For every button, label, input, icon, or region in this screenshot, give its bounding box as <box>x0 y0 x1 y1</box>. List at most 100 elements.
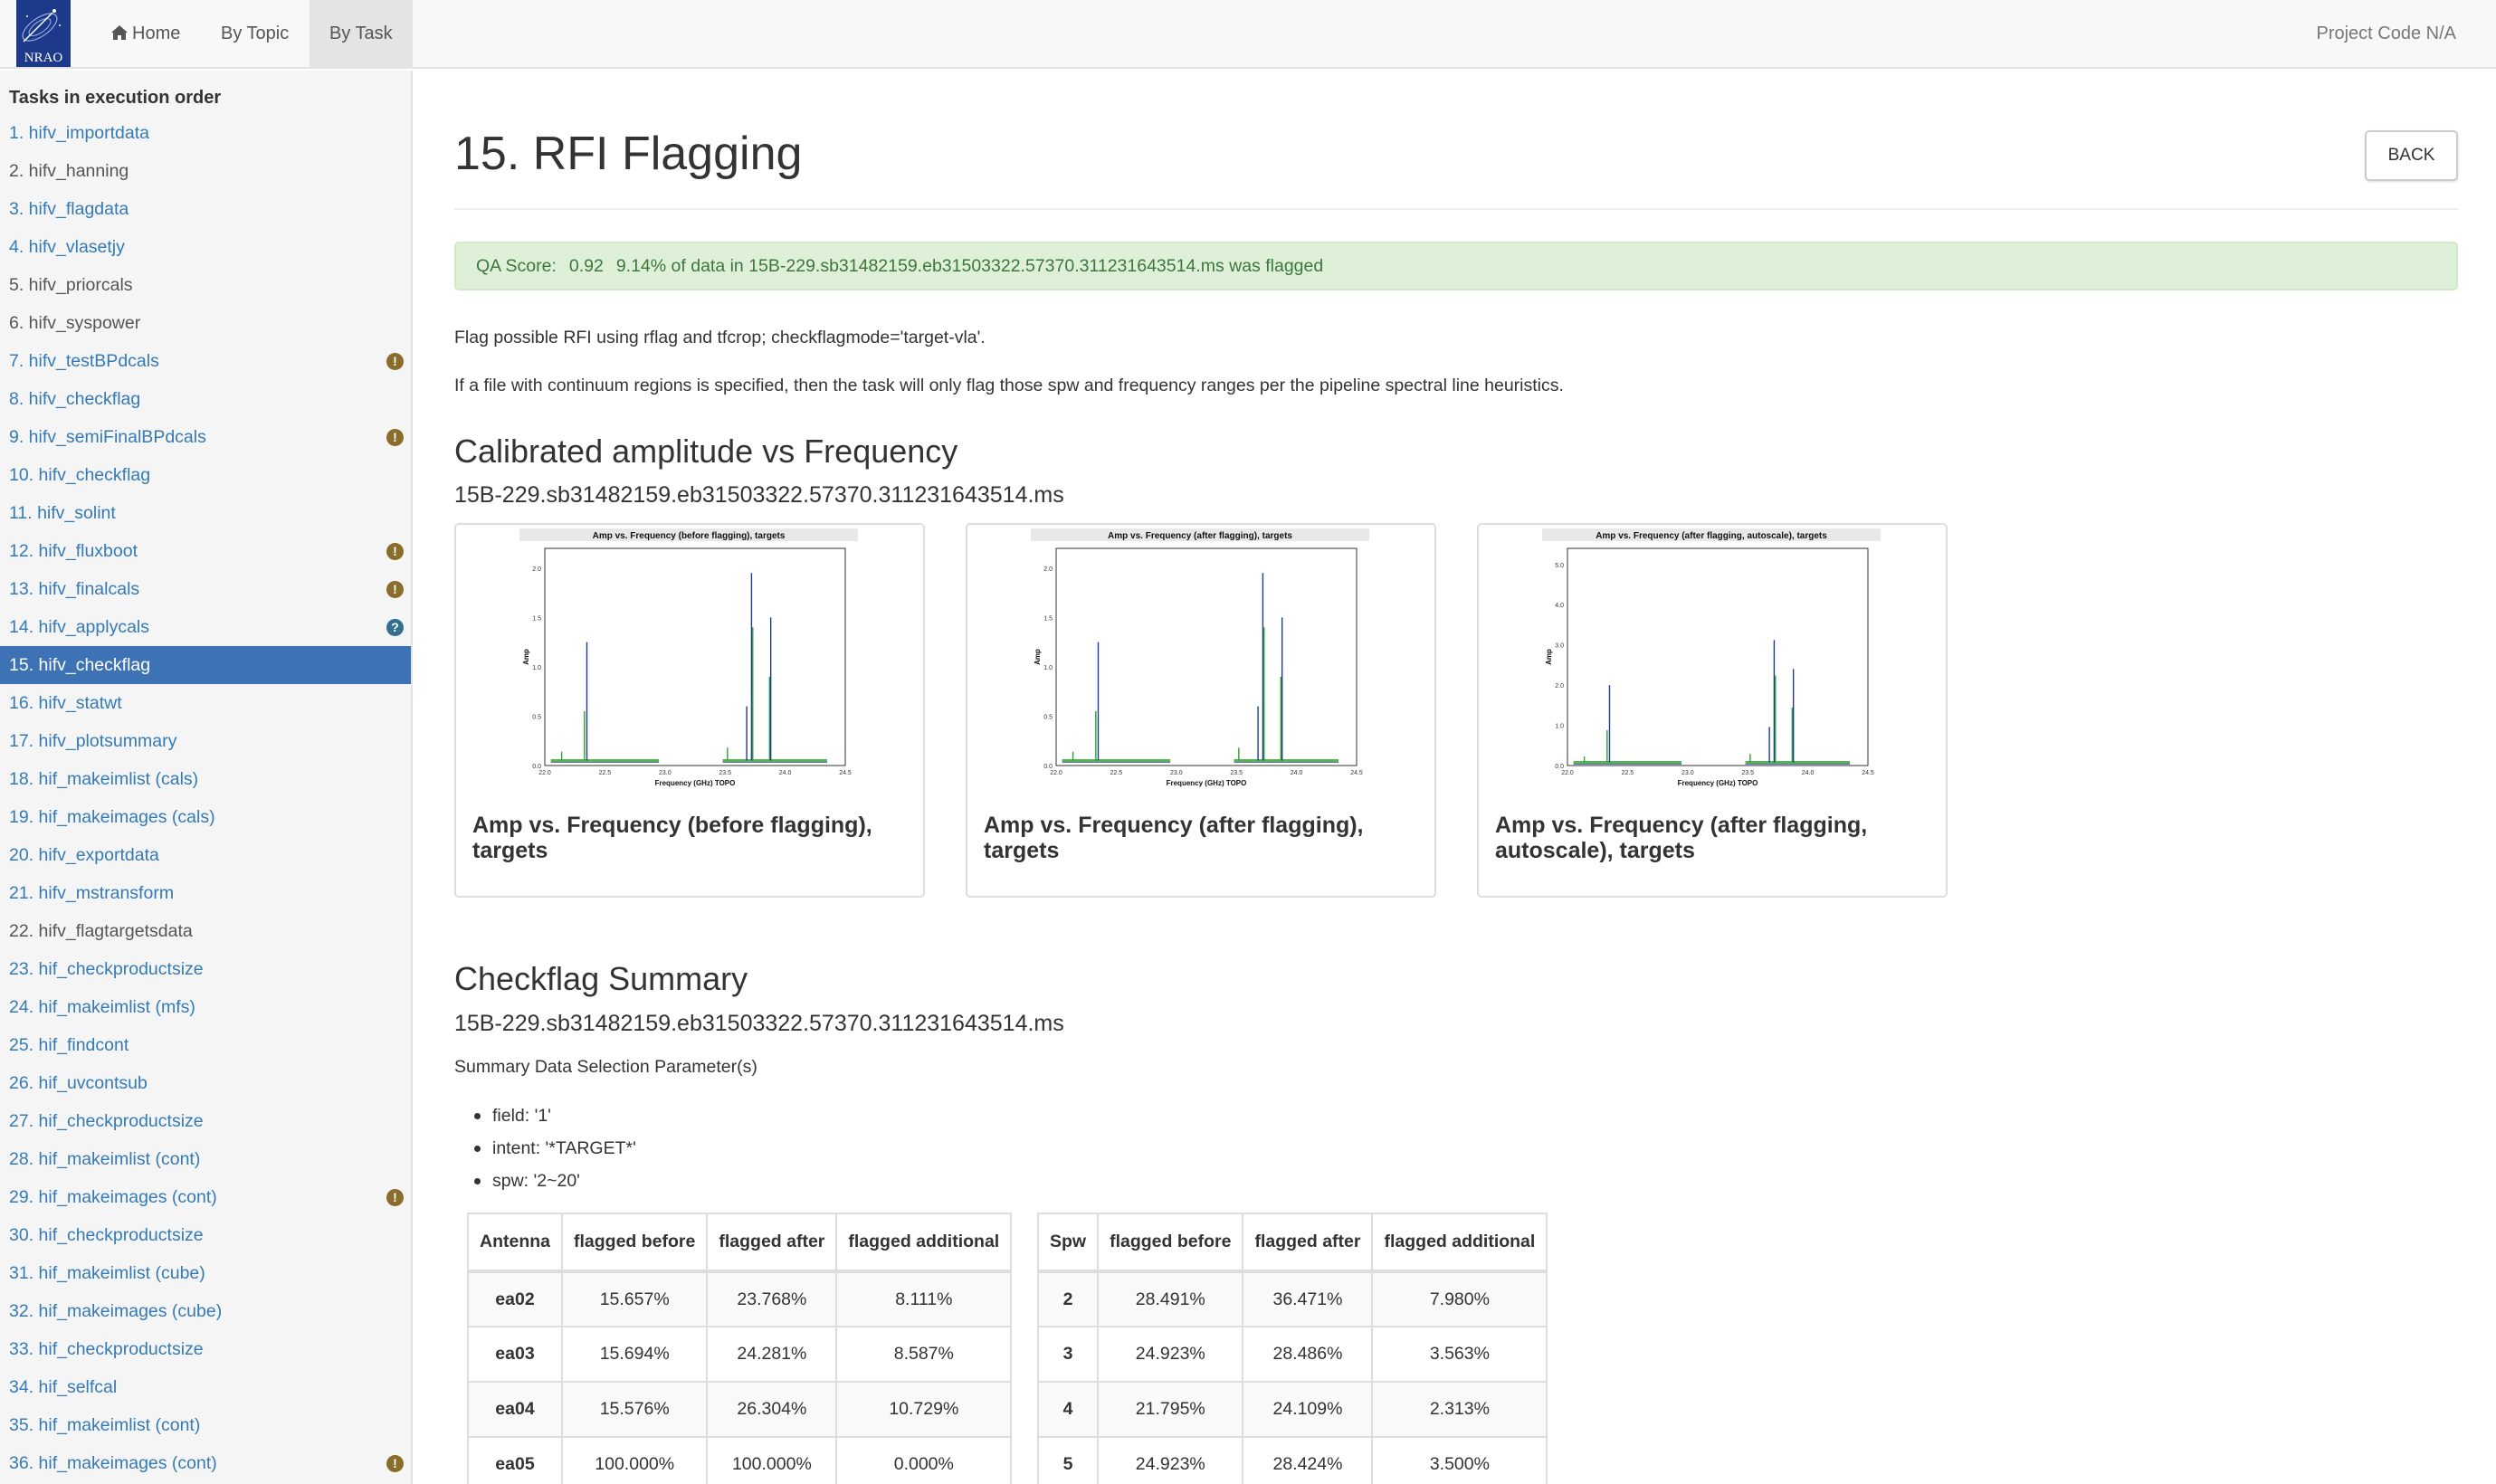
x-tick-label: 23.5 <box>719 770 731 776</box>
sidebar-task-item[interactable]: 4. hifv_vlasetjy <box>0 228 411 266</box>
row-key-cell: ea04 <box>467 1381 563 1438</box>
title-divider <box>454 208 2458 210</box>
sidebar-task-item[interactable]: 8. hifv_checkflag <box>0 380 411 418</box>
sidebar-task-item[interactable]: 35. hif_makeimlist (cont) <box>0 1406 411 1444</box>
nrao-logo[interactable]: NRAO <box>16 0 71 67</box>
sidebar-task-item[interactable]: 10. hifv_checkflag <box>0 456 411 494</box>
plot-title: Amp vs. Frequency (after flagging), targ… <box>1108 531 1292 541</box>
table-cell: 3.500% <box>1371 1436 1548 1484</box>
x-tick-label: 22.5 <box>1622 770 1634 776</box>
x-tick-label: 24.5 <box>1350 770 1363 776</box>
sidebar-task-label: 23. hif_checkproductsize <box>9 959 204 979</box>
svg-text:NRAO: NRAO <box>24 51 63 65</box>
sidebar-task-label: 16. hifv_statwt <box>9 693 122 713</box>
sidebar-task-item[interactable]: 24. hif_makeimlist (mfs) <box>0 988 411 1026</box>
table-row: 2 28.491% 36.471% 7.980% <box>1036 1270 1548 1327</box>
sidebar-task-label: 18. hif_makeimlist (cals) <box>9 769 199 789</box>
sidebar-task-item[interactable]: 1. hifv_importdata <box>0 114 411 152</box>
sidebar-task-item[interactable]: 23. hif_checkproductsize <box>0 950 411 988</box>
sidebar-task-item[interactable]: 12. hifv_fluxboot! <box>0 532 411 570</box>
column-header: flagged before <box>560 1213 709 1273</box>
sidebar-task-item[interactable]: 9. hifv_semiFinalBPdcals! <box>0 418 411 456</box>
sidebar-task-item[interactable]: 28. hif_makeimlist (cont) <box>0 1140 411 1178</box>
sidebar-task-item[interactable]: 17. hifv_plotsummary <box>0 722 411 760</box>
sidebar-task-item[interactable]: 19. hif_makeimages (cals) <box>0 798 411 836</box>
y-tick-label: 0.5 <box>1043 714 1053 720</box>
sidebar-task-item[interactable]: 16. hifv_statwt <box>0 684 411 722</box>
row-key-cell: ea02 <box>467 1270 563 1327</box>
qa-score-alert: QA Score: 0.92 9.14% of data in 15B-229.sb… <box>454 242 2458 290</box>
y-tick-label: 0.5 <box>532 714 541 720</box>
sidebar-task-item[interactable]: 11. hifv_solint <box>0 494 411 532</box>
y-tick-label: 1.0 <box>532 665 541 671</box>
sidebar-task-item[interactable]: 7. hifv_testBPdcals! <box>0 342 411 380</box>
plot-title-bar <box>1031 528 1369 541</box>
x-tick-label: 23.5 <box>1230 770 1243 776</box>
sidebar-task-item[interactable]: 22. hifv_flagtargetsdata <box>0 912 411 950</box>
sidebar-task-label: 31. hif_makeimlist (cube) <box>9 1263 205 1283</box>
sidebar-task-item[interactable]: 33. hif_checkproductsize <box>0 1330 411 1368</box>
sidebar-task-item[interactable]: 14. hifv_applycals? <box>0 608 411 646</box>
summary-ms-name: 15B-229.sb31482159.eb31503322.57370.3112… <box>454 1011 1064 1036</box>
plots-ms-name: 15B-229.sb31482159.eb31503322.57370.3112… <box>454 482 1064 508</box>
sidebar-task-item[interactable]: 13. hifv_finalcals! <box>0 570 411 608</box>
x-tick-label: 22.5 <box>1110 770 1123 776</box>
sidebar-task-item[interactable]: 20. hifv_exportdata <box>0 836 411 874</box>
sidebar-task-item[interactable]: 31. hif_makeimlist (cube) <box>0 1254 411 1292</box>
sidebar-task-label: 10. hifv_checkflag <box>9 465 151 485</box>
sidebar-task-label: 12. hifv_fluxboot <box>9 541 138 561</box>
plot-thumbnail-before[interactable]: Amp vs. Frequency (before flagging), tar… <box>454 523 925 898</box>
selection-param-intent: intent: '*TARGET*' <box>467 1132 636 1165</box>
sidebar-task-label: 24. hif_makeimlist (mfs) <box>9 997 195 1017</box>
sidebar-task-item[interactable]: 2. hifv_hanning <box>0 152 411 190</box>
task-description-continuum: If a file with continuum regions is spec… <box>454 376 1564 395</box>
sidebar-task-label: 29. hif_makeimages (cont) <box>9 1187 217 1207</box>
table-row: 4 21.795% 24.109% 2.313% <box>1036 1381 1548 1438</box>
sidebar-task-item[interactable]: 27. hif_checkproductsize <box>0 1102 411 1140</box>
table-cell: 24.923% <box>1097 1436 1244 1484</box>
sidebar-heading: Tasks in execution order <box>9 88 222 108</box>
nav-by-task-label: By Task <box>329 24 393 43</box>
sidebar-task-label: 28. hif_makeimlist (cont) <box>9 1149 201 1169</box>
table-cell: 26.304% <box>706 1381 838 1438</box>
selection-param-spw: spw: '2~20' <box>467 1165 636 1197</box>
table-header-row: Spw flagged before flagged after flagged ad… <box>1036 1213 1548 1273</box>
x-axis-label: Frequency (GHz) TOPO <box>1678 779 1758 787</box>
plot-background <box>1031 528 1369 789</box>
x-axis-label: Frequency (GHz) TOPO <box>655 779 736 787</box>
table-cell: 2.313% <box>1371 1381 1548 1438</box>
table-cell: 8.587% <box>835 1326 1013 1383</box>
table-cell: 15.694% <box>560 1326 709 1383</box>
back-button[interactable]: BACK <box>2365 130 2458 181</box>
sidebar-task-label: 26. hif_uvcontsub <box>9 1073 148 1093</box>
column-header: flagged after <box>1242 1213 1374 1273</box>
nav-by-task-link[interactable]: By Task <box>310 0 413 68</box>
sidebar-task-item[interactable]: 21. hifv_mstransform <box>0 874 411 912</box>
y-tick-label: 1.0 <box>1555 724 1564 730</box>
sidebar-task-item[interactable]: 36. hif_makeimages (cont)! <box>0 1444 411 1482</box>
home-icon <box>111 25 128 40</box>
sidebar-task-item[interactable]: 32. hif_makeimages (cube) <box>0 1292 411 1330</box>
nav-home-link[interactable]: Home <box>91 0 200 68</box>
sidebar-task-item[interactable]: 5. hifv_priorcals <box>0 266 411 304</box>
sidebar-task-item[interactable]: 18. hif_makeimlist (cals) <box>0 760 411 798</box>
row-key-cell: 3 <box>1036 1326 1100 1383</box>
sidebar-task-item[interactable]: 15. hifv_checkflag <box>0 646 411 684</box>
sidebar-task-item[interactable]: 3. hifv_flagdata <box>0 190 411 228</box>
table-row: 5 24.923% 28.424% 3.500% <box>1036 1436 1548 1484</box>
sidebar-task-item[interactable]: 29. hif_makeimages (cont)! <box>0 1178 411 1216</box>
nav-by-topic-link[interactable]: By Topic <box>201 0 309 68</box>
plot-thumbnail-after[interactable]: Amp vs. Frequency (after flagging), targ… <box>966 523 1436 898</box>
sidebar-task-label: 25. hif_findcont <box>9 1035 129 1055</box>
row-key-cell: 5 <box>1036 1436 1100 1484</box>
amp-vs-freq-plot: Amp vs. Frequency (after flagging), targ… <box>1031 528 1369 789</box>
plot-thumbnail-autoscale[interactable]: Amp vs. Frequency (after flagging, autos… <box>1477 523 1948 898</box>
sidebar-task-item[interactable]: 26. hif_uvcontsub <box>0 1064 411 1102</box>
sidebar-task-item[interactable]: 30. hif_checkproductsize <box>0 1216 411 1254</box>
sidebar-task-item[interactable]: 34. hif_selfcal <box>0 1368 411 1406</box>
warning-icon: ! <box>386 1455 404 1472</box>
sidebar-task-item[interactable]: 25. hif_findcont <box>0 1026 411 1064</box>
y-tick-label: 2.0 <box>532 566 541 573</box>
sidebar-task-label: 11. hifv_solint <box>9 503 116 523</box>
sidebar-task-item[interactable]: 6. hifv_syspower <box>0 304 411 342</box>
